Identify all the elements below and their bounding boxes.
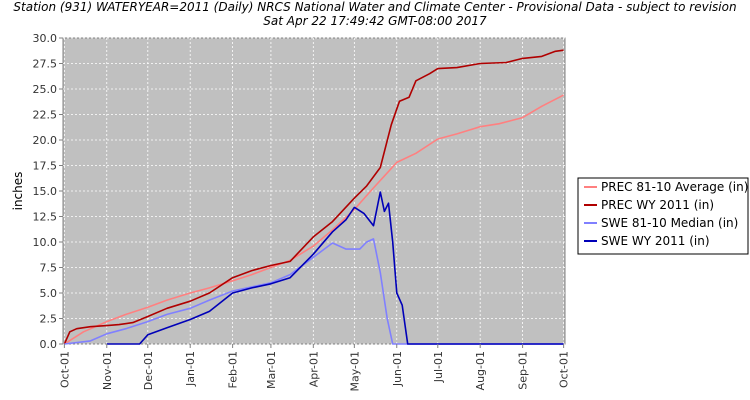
x-tick-label: Jan-01 <box>184 351 197 387</box>
y-tick-label: 0.0 <box>40 338 58 351</box>
x-tick-label: Jun-01 <box>391 351 404 387</box>
series-layer <box>63 49 564 345</box>
legend-entry: PREC 81-10 Average (in) <box>601 180 748 194</box>
x-tick-label: Sep-01 <box>517 351 530 390</box>
x-tick-label: Dec-01 <box>142 351 155 390</box>
y-tick-label: 12.5 <box>33 211 58 224</box>
x-tick-label: Feb-01 <box>227 351 240 388</box>
x-tick-label: Oct-01 <box>58 351 71 388</box>
legend-box <box>577 177 749 255</box>
x-tick-label: May-01 <box>348 351 361 392</box>
chart-title: Station (931) WATERYEAR=2011 (Daily) NRC… <box>13 0 736 14</box>
y-tick-label: 17.5 <box>33 160 58 173</box>
x-tick-label: Mar-01 <box>265 351 278 389</box>
x-tick-label: Jul-01 <box>432 351 445 383</box>
legend-entry: SWE 81-10 Median (in) <box>601 216 738 230</box>
y-tick-label: 7.5 <box>40 262 58 275</box>
plot-area <box>62 37 566 345</box>
legend-entry: PREC WY 2011 (in) <box>601 198 714 212</box>
y-tick-label: 2.5 <box>40 313 58 326</box>
x-tick-label: Oct-01 <box>558 351 571 388</box>
legend: PREC 81-10 Average (in) PREC WY 2011 (in)… <box>577 177 749 255</box>
series-line-1 <box>63 49 564 345</box>
y-tick-label: 25.0 <box>33 83 58 96</box>
chart-subtitle: Sat Apr 22 17:49:42 GMT-08:00 2017 <box>263 14 487 28</box>
y-tick-label: 30.0 <box>33 32 58 45</box>
y-tick-label: 20.0 <box>33 134 58 147</box>
x-tick-label: Nov-01 <box>101 351 114 390</box>
y-tick-label: 15.0 <box>33 185 58 198</box>
y-tick-label: 10.0 <box>33 236 58 249</box>
y-tick-label: 22.5 <box>33 109 58 122</box>
x-tick-label: Aug-01 <box>474 351 487 390</box>
axes: 0.0 2.5 5.0 7.5 10.0 12.5 15.0 17.5 20.0 22.5 25.0… <box>33 32 571 392</box>
y-tick-label: 5.0 <box>40 287 58 300</box>
y-tick-label: 27.5 <box>33 58 58 71</box>
series-line-3 <box>106 191 564 345</box>
legend-entry: SWE WY 2011 (in) <box>601 234 710 248</box>
y-axis-label: inches <box>11 172 25 211</box>
grid-lines <box>63 37 565 345</box>
x-tick-label: Apr-01 <box>307 351 320 387</box>
series-line-2 <box>64 238 564 345</box>
